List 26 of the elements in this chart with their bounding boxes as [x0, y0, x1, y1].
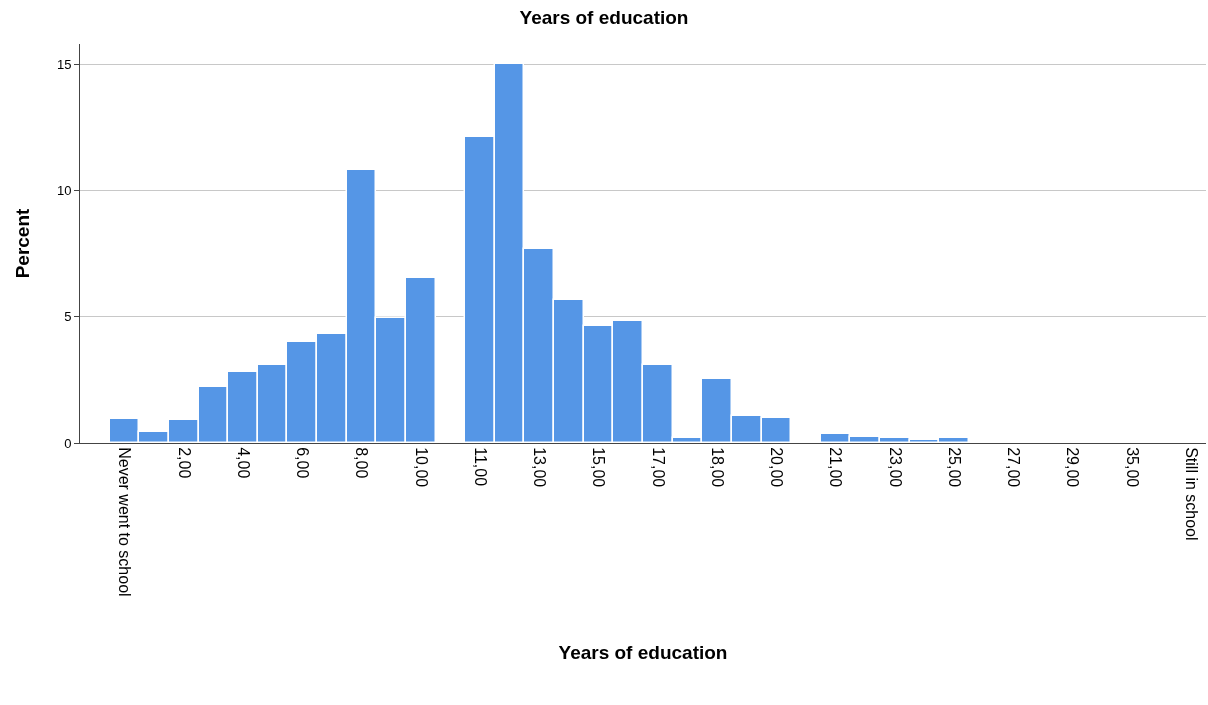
x-tick-label: 2,00	[175, 447, 193, 479]
x-tick-label: 13,00	[531, 447, 549, 488]
x-tick-label: 35,00	[1123, 447, 1141, 488]
y-axis-title: Percent	[11, 207, 33, 279]
x-tick-label: 18,00	[708, 447, 726, 488]
x-tick-label: 25,00	[945, 447, 963, 488]
x-tick-label: 17,00	[649, 447, 667, 488]
x-axis-title: Years of education	[558, 642, 728, 664]
x-tick-label: 8,00	[353, 447, 371, 479]
x-tick-label: 15,00	[590, 447, 608, 488]
x-tick-label: 4,00	[234, 447, 252, 479]
x-tick-label: 20,00	[768, 447, 786, 488]
x-tick-label: 11,00	[471, 447, 489, 487]
x-tick-label: 29,00	[1064, 447, 1082, 488]
x-tick-label: 10,00	[412, 447, 430, 488]
x-tick-label: 6,00	[294, 447, 312, 479]
x-tick-label: 23,00	[886, 447, 904, 488]
chart-title: Years of education	[519, 6, 689, 28]
x-tick-label: 21,00	[827, 447, 845, 488]
y-tick-label: 10	[56, 183, 72, 199]
y-tick-label: 0	[64, 435, 72, 451]
y-tick-label: 15	[56, 56, 72, 72]
y-tick-label: 5	[64, 309, 72, 325]
x-tick-label: Never went to school	[116, 447, 134, 597]
x-tick-label: Still in school	[1182, 447, 1200, 541]
x-tick-label: 27,00	[1005, 447, 1023, 488]
